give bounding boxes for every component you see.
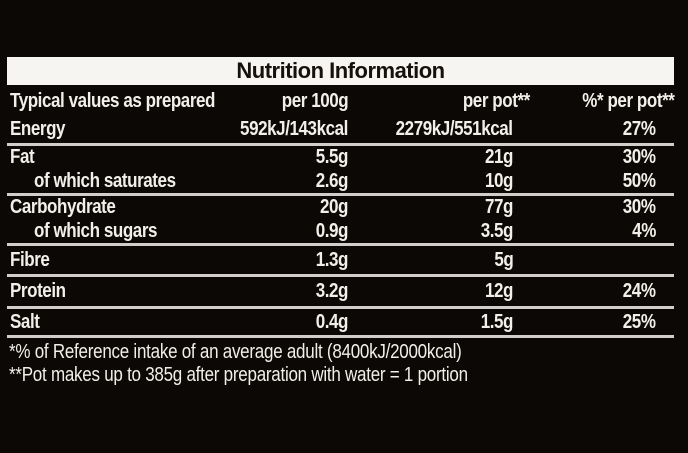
value-per-100g: 1.3g xyxy=(220,244,348,277)
table-row-carbohydrate: Carbohydrate 20g 77g 30% xyxy=(7,195,674,220)
row-label: Carbohydrate xyxy=(10,196,116,218)
value-per-100g: 5.5g xyxy=(315,146,349,168)
footnotes: *% of Reference intake of an average adu… xyxy=(7,341,674,387)
value-per-100g: 2.6g xyxy=(220,169,348,196)
table-row-protein: Protein 3.2g 12g 24% xyxy=(7,275,674,309)
value-pct-per-pot: 27% xyxy=(530,115,674,146)
value-per-100g: 0.9g xyxy=(220,219,348,246)
title-bar: Nutrition Information xyxy=(7,57,674,85)
value-pct-per-pot: 24% xyxy=(530,275,674,309)
column-header-per-100g: per 100g xyxy=(281,90,348,112)
table-row-sugars: of which sugars 0.9g 3.5g 4% xyxy=(7,219,674,246)
value-per-pot: 12g xyxy=(348,275,530,309)
nutrition-panel: Nutrition Information Typical values as … xyxy=(7,57,674,387)
page-title: Nutrition Information xyxy=(236,58,445,83)
value-pct-per-pot: 4% xyxy=(530,219,674,246)
row-label: of which sugars xyxy=(7,219,220,246)
value-per-pot: 5g xyxy=(348,244,530,277)
column-header-typical-values: Typical values as prepared xyxy=(10,90,216,112)
nutrition-table: Typical values as prepared per 100g per … xyxy=(7,88,674,338)
value-per-100g: 592kJ/143kcal xyxy=(220,115,348,146)
value-per-pot: 3.5g xyxy=(348,219,530,246)
value-per-100g: 20g xyxy=(319,196,348,218)
value-pct-per-pot: 50% xyxy=(530,169,674,196)
row-label: Fat xyxy=(10,146,35,168)
column-header-row: Typical values as prepared per 100g per … xyxy=(7,88,674,115)
column-header-per-pot: per pot** xyxy=(462,90,530,112)
value-pct-per-pot xyxy=(530,244,674,277)
table-row-energy: Energy 592kJ/143kcal 2279kJ/551kcal 27% xyxy=(7,115,674,146)
value-per-pot: 1.5g xyxy=(348,307,530,338)
column-header-pct-per-pot: %* per pot** xyxy=(581,90,675,112)
value-per-pot: 2279kJ/551kcal xyxy=(348,115,530,146)
row-label: Salt xyxy=(7,307,220,338)
table-row-saturates: of which saturates 2.6g 10g 50% xyxy=(7,169,674,196)
row-label: Fibre xyxy=(7,244,220,277)
row-label: Energy xyxy=(7,115,220,146)
row-label: of which saturates xyxy=(7,169,220,196)
value-pct-per-pot: 30% xyxy=(623,146,656,168)
value-pct-per-pot: 30% xyxy=(623,196,656,218)
value-per-pot: 77g xyxy=(484,196,513,218)
value-per-pot: 21g xyxy=(484,146,513,168)
value-per-100g: 3.2g xyxy=(220,275,348,309)
value-per-pot: 10g xyxy=(348,169,530,196)
table-row-salt: Salt 0.4g 1.5g 25% xyxy=(7,307,674,338)
footnote-reference-intake: *% of Reference intake of an average adu… xyxy=(9,341,462,363)
footnote-pot-preparation: **Pot makes up to 385g after preparation… xyxy=(9,364,468,386)
table-row-fat: Fat 5.5g 21g 30% xyxy=(7,145,674,170)
table-row-fibre: Fibre 1.3g 5g xyxy=(7,244,674,277)
value-pct-per-pot: 25% xyxy=(530,307,674,338)
row-label: Protein xyxy=(7,275,220,309)
value-per-100g: 0.4g xyxy=(220,307,348,338)
